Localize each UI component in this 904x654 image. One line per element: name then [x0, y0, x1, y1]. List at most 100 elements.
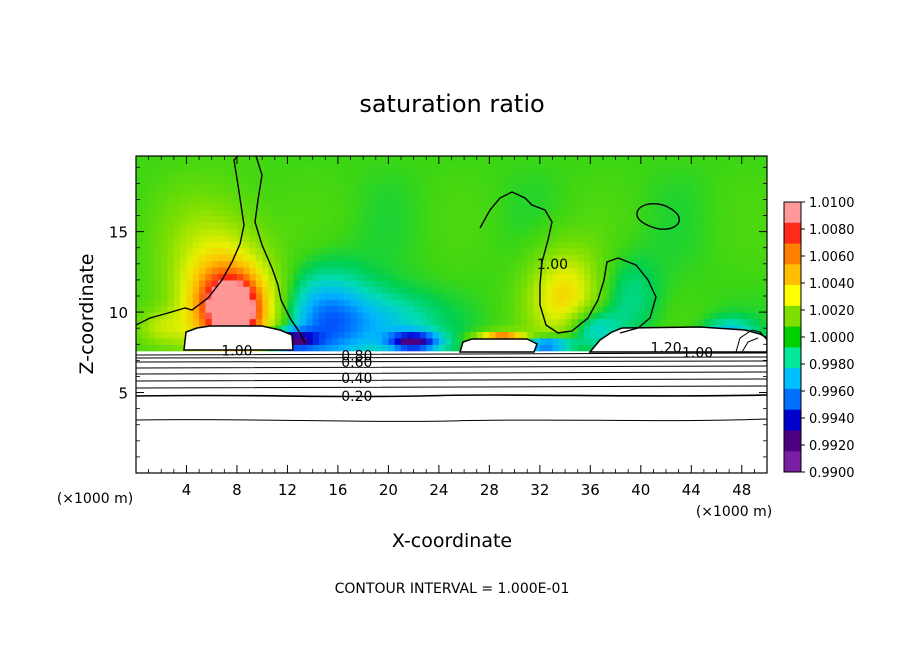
field-cell: [684, 221, 692, 230]
field-cell: [451, 176, 459, 184]
field-cell: [432, 164, 440, 172]
field-cell: [312, 189, 320, 197]
field-cell: [413, 183, 421, 191]
field-cell: [590, 228, 598, 236]
field-cell: [558, 157, 566, 165]
field-cell: [483, 318, 490, 326]
field-cell: [173, 164, 181, 172]
field-cell: [218, 267, 225, 275]
field-cell: [621, 234, 629, 242]
field-cell: [350, 318, 358, 326]
field-cell: [577, 196, 585, 204]
field-cell: [722, 254, 730, 262]
field-cell: [211, 312, 219, 320]
field-cell: [565, 286, 572, 294]
field-cell: [445, 260, 453, 268]
field-cell: [495, 157, 503, 165]
field-cell: [590, 279, 598, 287]
field-cell: [653, 183, 661, 191]
field-cell: [501, 164, 509, 172]
field-cell: [735, 228, 743, 236]
field-cell: [325, 228, 333, 236]
field-cell: [293, 234, 301, 242]
field-cell: [438, 170, 446, 178]
field-cell: [546, 337, 554, 345]
field-cell: [249, 254, 257, 262]
field-cell: [167, 183, 175, 191]
field-cell: [476, 221, 484, 230]
field-cell: [148, 164, 156, 172]
field-cell: [495, 183, 503, 191]
field-cell: [407, 254, 415, 262]
field-cell: [382, 273, 389, 281]
field-cell: [464, 234, 472, 242]
field-cell: [382, 202, 389, 210]
field-cell: [653, 299, 661, 307]
field-cell: [590, 215, 598, 223]
field-cell: [445, 305, 453, 313]
field-cell: [546, 312, 554, 320]
field-cell: [363, 228, 371, 236]
field-cell: [457, 183, 465, 191]
field-cell: [186, 176, 194, 184]
field-cell: [154, 247, 162, 255]
field-cell: [180, 337, 188, 345]
field-cell: [577, 312, 585, 320]
field-cell: [142, 247, 150, 255]
field-cell: [520, 202, 528, 210]
field-cell: [211, 241, 219, 249]
field-cell: [729, 273, 737, 281]
field-cell: [445, 189, 453, 197]
field-cell: [293, 273, 301, 281]
field-cell: [590, 189, 598, 197]
field-cell: [703, 286, 711, 294]
field-cell: [211, 170, 219, 178]
field-cell: [647, 318, 655, 326]
field-cell: [508, 267, 516, 275]
contour-labels: 1.001.001.20 1.000.800.600.400.20: [221, 257, 713, 405]
field-cell: [205, 318, 213, 326]
field-cell: [388, 183, 396, 191]
field-cell: [552, 234, 560, 242]
field-cell: [735, 196, 743, 204]
field-cell: [520, 189, 528, 197]
field-cell: [584, 331, 591, 339]
field-cell: [748, 312, 755, 320]
field-cell: [344, 324, 352, 332]
field-cell: [173, 247, 181, 255]
field-cell: [672, 183, 680, 191]
field-cell: [615, 228, 623, 236]
field-cell: [558, 189, 566, 197]
field-cell: [312, 331, 320, 339]
field-cell: [659, 312, 667, 320]
field-cell: [148, 170, 156, 178]
field-cell: [445, 157, 453, 165]
field-cell: [243, 209, 251, 217]
field-cell: [741, 157, 749, 165]
field-cell: [457, 324, 465, 332]
field-cell: [464, 164, 472, 172]
field-cell: [684, 247, 692, 255]
field-cell: [748, 228, 755, 236]
field-cell: [483, 209, 490, 217]
field-cell: [735, 324, 743, 332]
field-cell: [312, 176, 320, 184]
field-cell: [337, 156, 345, 159]
field-cell: [432, 176, 440, 184]
field-cell: [419, 279, 427, 287]
field-cell: [577, 221, 585, 230]
field-cell: [161, 176, 169, 184]
field-cell: [205, 312, 213, 320]
field-cell: [401, 247, 408, 255]
field-cell: [255, 157, 263, 165]
field-cell: [388, 312, 396, 320]
field-cell: [148, 209, 156, 217]
field-cell: [628, 247, 636, 255]
field-cell: [571, 260, 579, 268]
field-cell: [533, 228, 541, 236]
contour-label: 0.40: [341, 371, 372, 387]
field-cell: [577, 299, 585, 307]
field-cell: [710, 286, 718, 294]
field-cell: [457, 176, 465, 184]
field-cell: [577, 337, 585, 345]
